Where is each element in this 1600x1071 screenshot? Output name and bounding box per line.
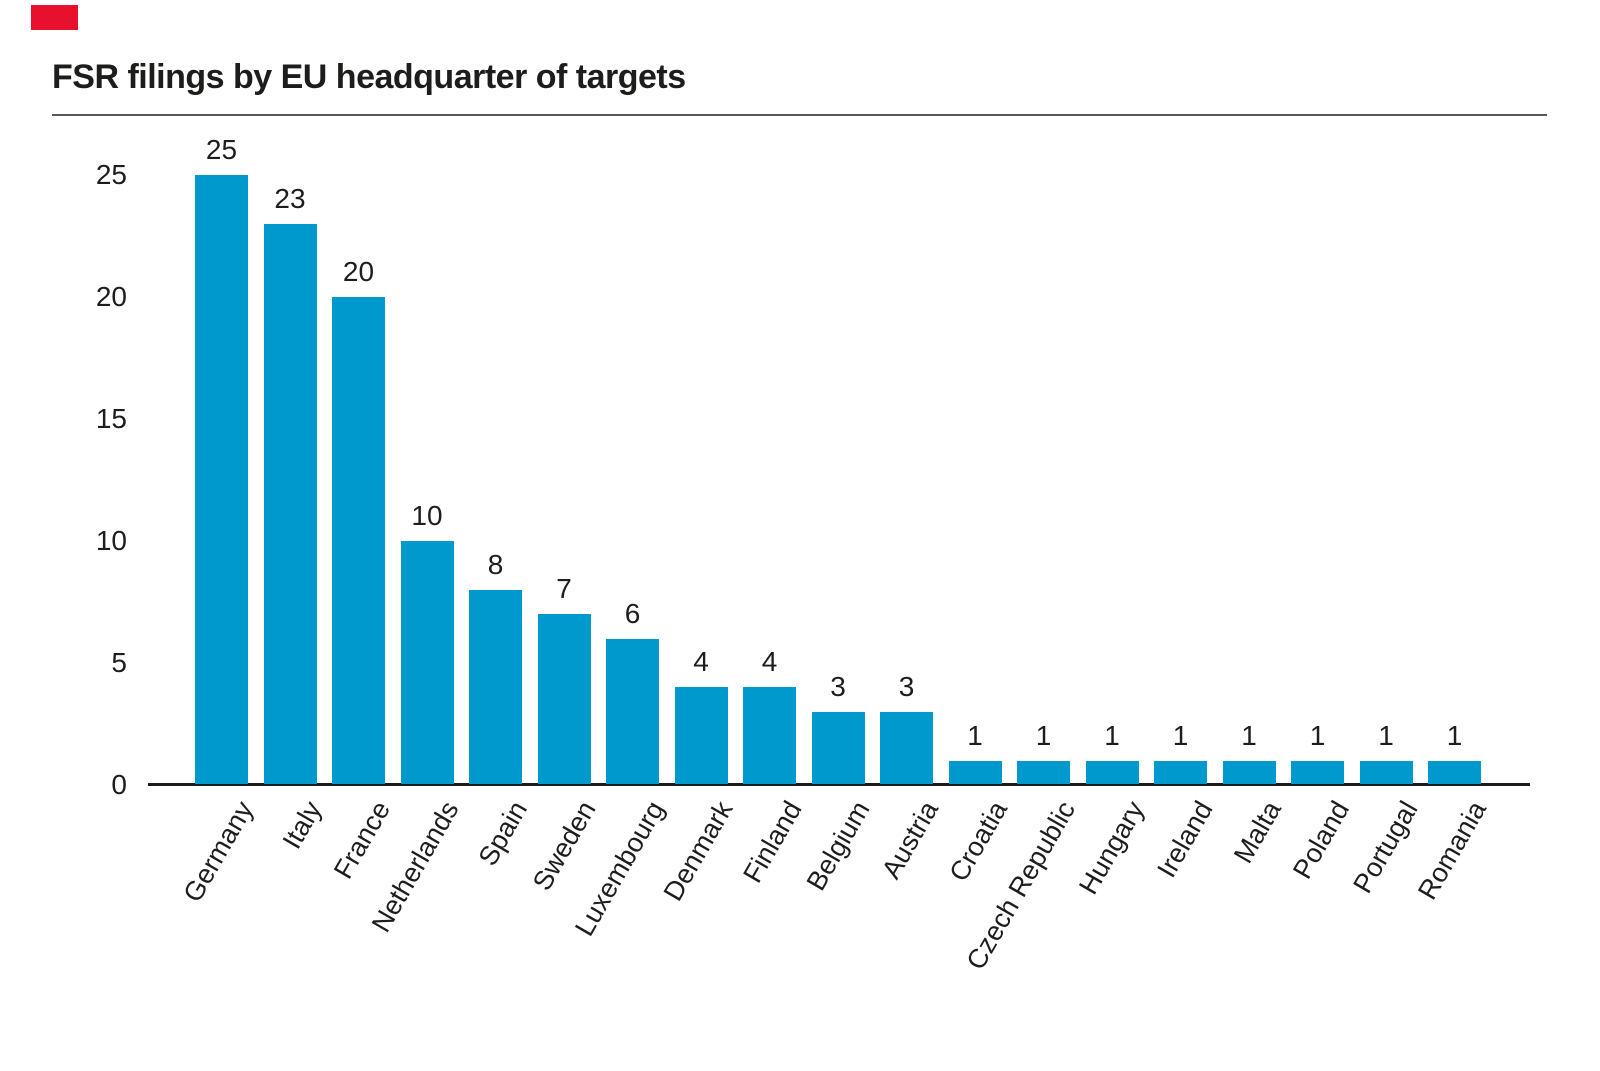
bar — [469, 589, 522, 784]
category-label: Germany — [177, 796, 260, 908]
category-label: Spain — [472, 796, 534, 871]
category-label: Sweden — [527, 796, 602, 896]
category-label: Denmark — [658, 796, 739, 906]
bar-value-label: 1 — [1035, 719, 1052, 751]
bar — [1085, 760, 1139, 784]
category-label: Belgium — [801, 796, 876, 896]
y-tick-label: 5 — [111, 647, 127, 678]
category-label: Finland — [737, 796, 808, 888]
bar-value-label: 25 — [205, 134, 238, 165]
bar — [1428, 760, 1481, 784]
category-label: Malta — [1227, 796, 1287, 869]
bar — [1017, 760, 1070, 784]
category-label: Croatia — [943, 796, 1013, 887]
y-tick-label: 15 — [95, 403, 127, 434]
y-tick-label: 20 — [95, 281, 127, 312]
bar-value-label: 4 — [693, 646, 709, 678]
title-divider — [52, 114, 1547, 116]
bar-value-label: 3 — [830, 670, 846, 702]
bar — [537, 614, 591, 784]
bar-value-label: 4 — [761, 646, 778, 678]
category-label: Hungary — [1072, 796, 1150, 900]
bar — [1359, 760, 1413, 784]
x-axis-line — [148, 783, 1530, 786]
bar-value-label: 3 — [898, 670, 915, 702]
category-label: Portugal — [1347, 796, 1424, 899]
bar-value-label: 8 — [487, 548, 504, 580]
bar — [332, 297, 385, 784]
category-label: Italy — [277, 796, 328, 854]
bar-value-label: 1 — [1446, 719, 1463, 751]
bar — [1154, 760, 1207, 784]
bar-value-label: 7 — [556, 573, 572, 605]
y-tick-label: 10 — [95, 525, 127, 556]
chart-title: FSR filings by EU headquarter of targets — [52, 58, 686, 96]
bar-value-label: 1 — [1104, 719, 1120, 751]
category-label: Poland — [1287, 796, 1356, 884]
bar — [674, 687, 728, 784]
bar — [948, 760, 1002, 784]
bar-value-label: 10 — [411, 500, 443, 531]
bar-value-label: 1 — [1241, 719, 1257, 751]
bar — [1222, 760, 1276, 784]
bar-value-label: 1 — [967, 719, 983, 751]
bar — [1291, 760, 1344, 784]
y-tick-label: 25 — [95, 159, 127, 190]
category-label: Romania — [1412, 796, 1493, 905]
bar — [606, 638, 659, 784]
brand-logo-mark — [31, 5, 78, 30]
bar — [811, 711, 865, 784]
category-label: Austria — [876, 796, 945, 884]
bar-value-label: 6 — [624, 597, 641, 629]
category-label: Ireland — [1151, 796, 1219, 883]
bar — [400, 541, 454, 784]
bar — [195, 175, 248, 784]
bar-value-label: 1 — [1172, 719, 1189, 751]
y-tick-label: 0 — [111, 769, 127, 800]
bar — [880, 711, 933, 784]
bar — [743, 687, 796, 784]
bar — [263, 223, 317, 784]
bar-value-label: 20 — [342, 256, 375, 287]
bar-value-label: 1 — [1378, 719, 1394, 751]
category-label: France — [328, 796, 397, 884]
bar-value-label: 1 — [1309, 719, 1326, 751]
bar-value-label: 23 — [274, 182, 306, 214]
